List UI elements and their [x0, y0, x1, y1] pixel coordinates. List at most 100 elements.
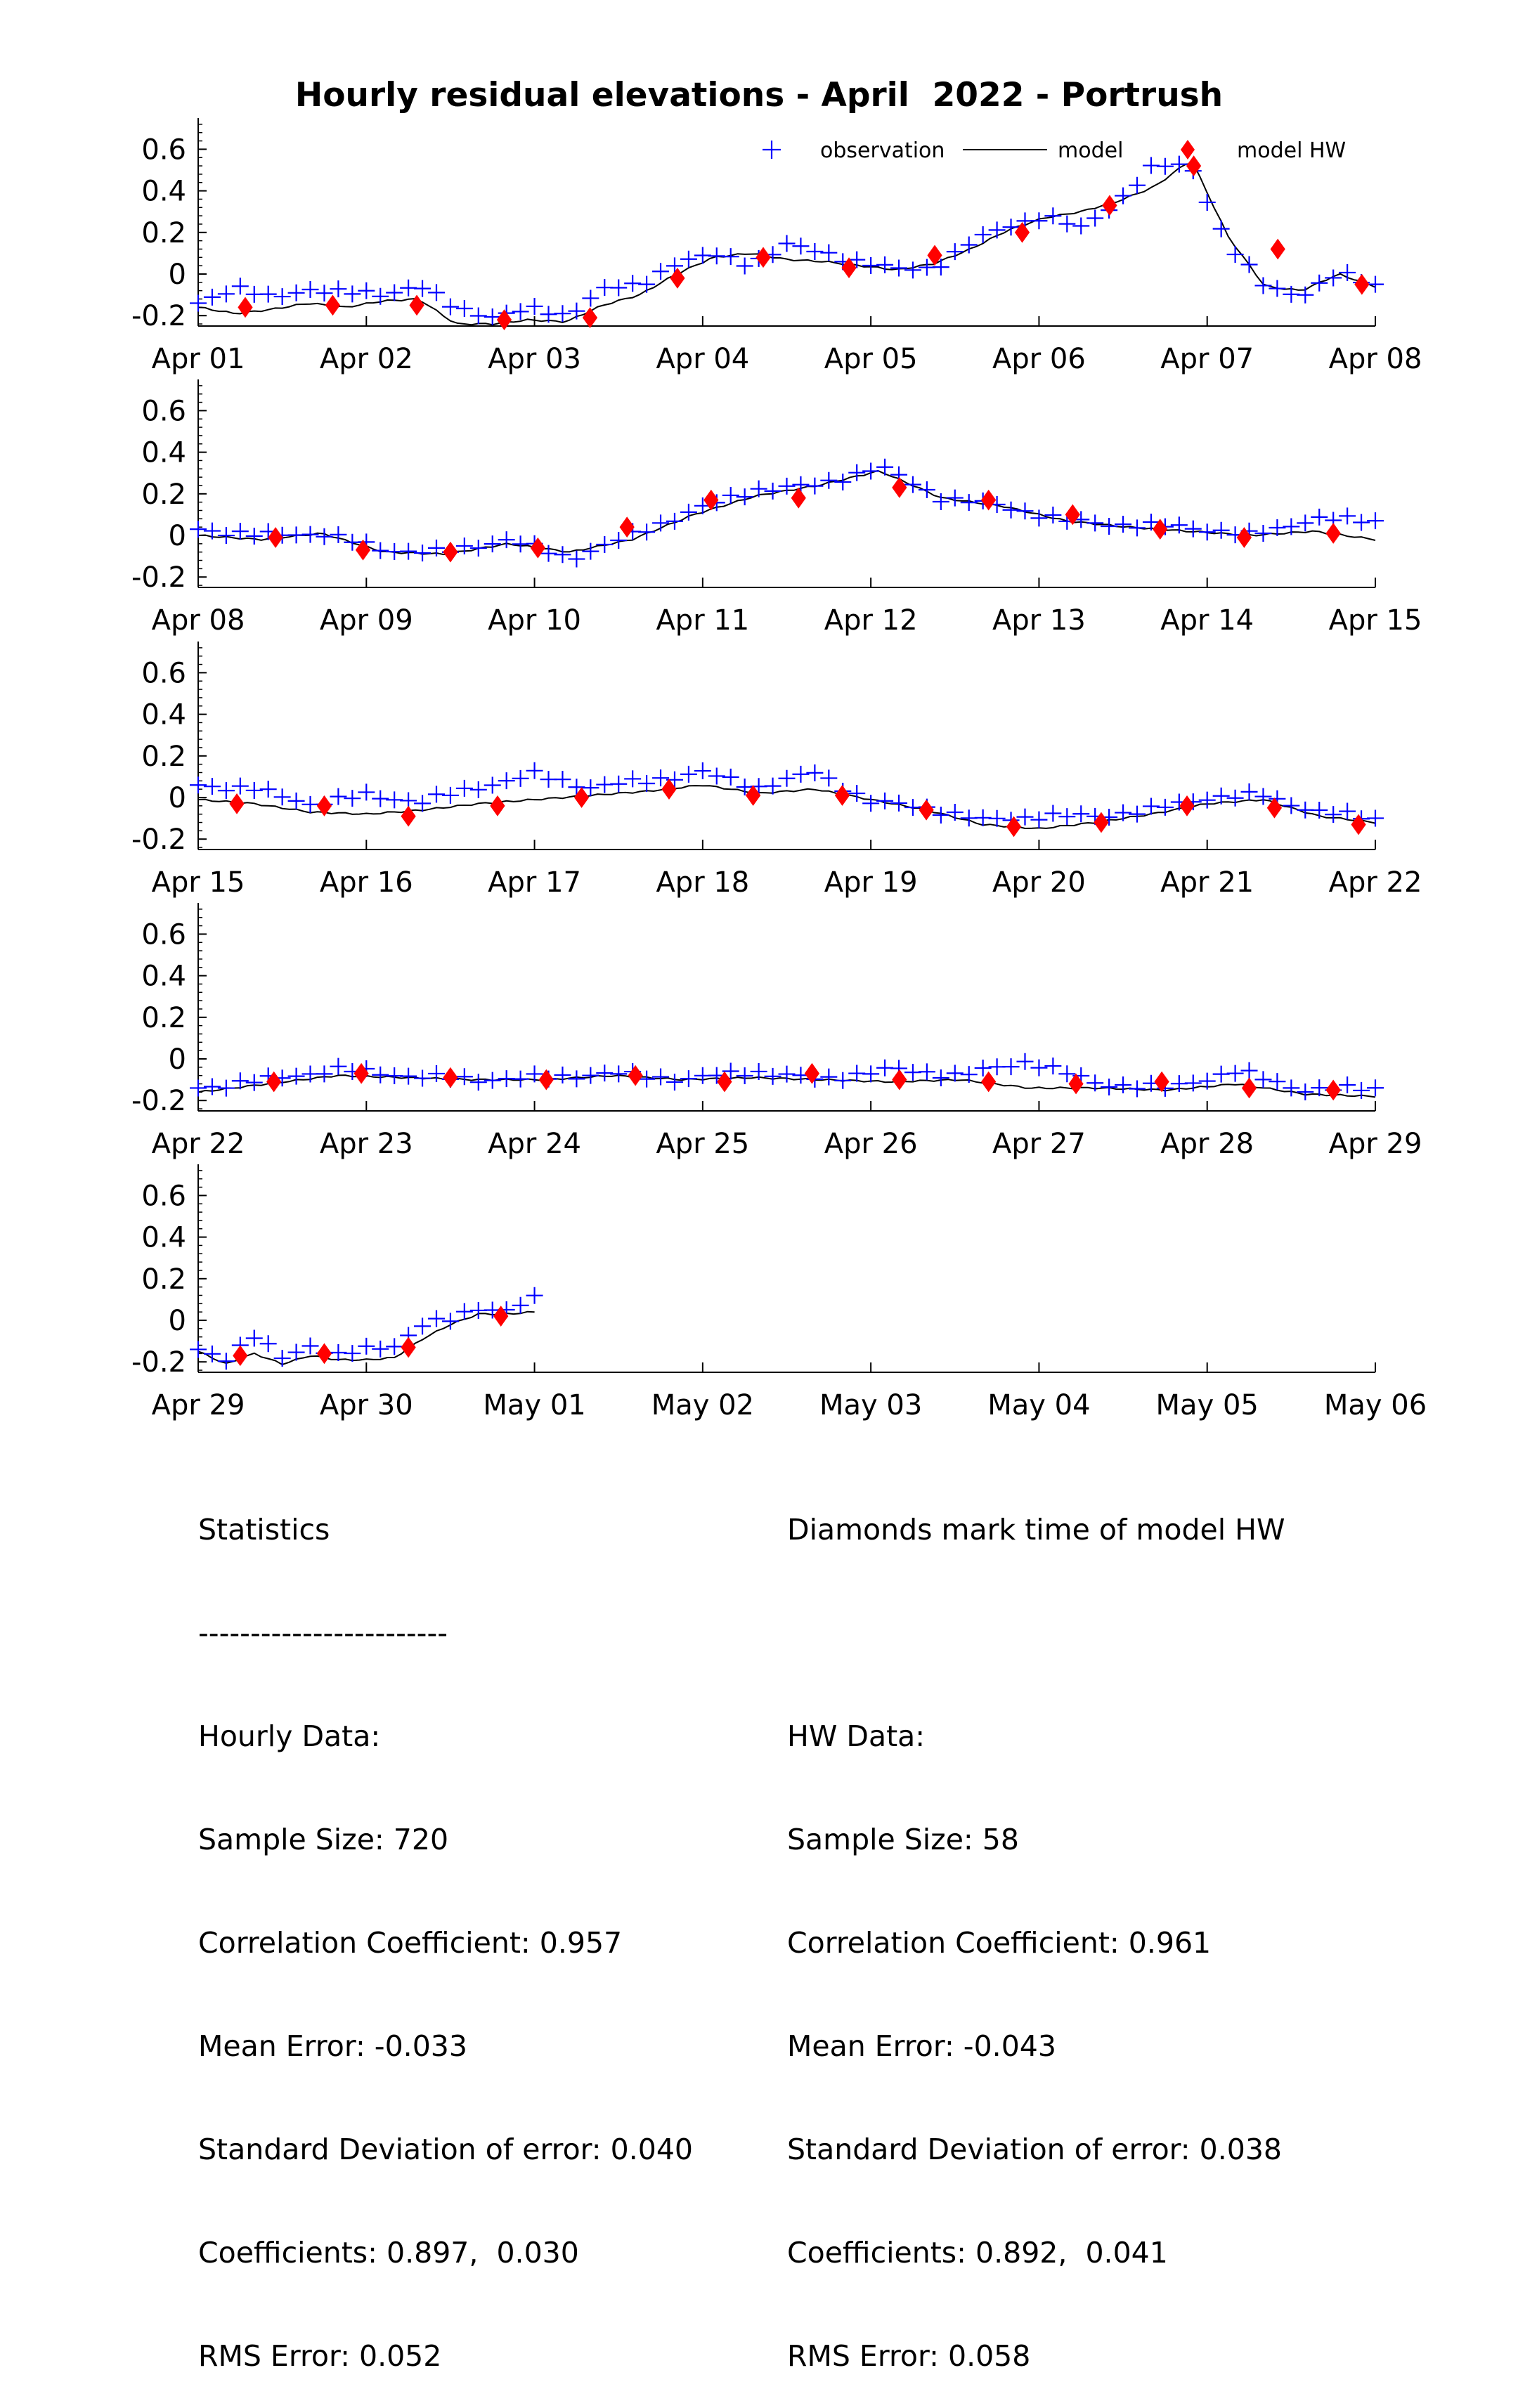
x-tick-label: Apr 17 [488, 866, 581, 899]
observation-point [203, 522, 221, 540]
hourly-statistics: Statistics ------------------------ Hour… [198, 1444, 693, 2408]
panel-5: -0.2 0 0.2 0.4 0.6 Apr 29 Apr 30 May 01 May 02 Ma… [131, 1164, 1427, 1421]
x-tick-label: Apr 10 [488, 604, 581, 637]
model-hw-diamond [1068, 1073, 1084, 1095]
observation-point [1212, 521, 1230, 539]
observation-point [1367, 809, 1384, 827]
model-hw-diamond [1325, 1079, 1341, 1101]
x-tick-label: Apr 11 [656, 604, 749, 637]
observation-point [1115, 1076, 1132, 1094]
observation-point [1101, 517, 1118, 535]
observation-point [1058, 215, 1076, 233]
observation-point [386, 791, 403, 809]
stats-line: ------------------------ [198, 1616, 448, 1650]
observation-point [386, 284, 403, 301]
observation-point [358, 1337, 375, 1355]
observation-point [946, 1065, 964, 1082]
observation-point [652, 514, 670, 532]
observation-point [708, 767, 725, 785]
observation-point [259, 285, 277, 303]
x-tick-label: May 05 [1156, 1389, 1259, 1421]
observation-point [652, 263, 670, 280]
observation-point [1240, 783, 1258, 800]
observation-point [1086, 1074, 1104, 1092]
observation-point [414, 545, 432, 562]
observation-point [834, 473, 852, 490]
y-tick-label: -0.2 [131, 561, 186, 594]
observation-point [974, 226, 992, 243]
observation-point [932, 1069, 949, 1087]
y-tick-label: 0.2 [141, 741, 186, 773]
stats-line: Coefficients: 0.892, 0.041 [787, 2236, 1168, 2270]
observation-point [1226, 789, 1244, 807]
observation-point [469, 540, 487, 557]
observation-point [680, 250, 697, 268]
observation-point [932, 807, 949, 824]
y-tick-label: 0.6 [141, 134, 186, 166]
x-tick-label: Apr 14 [1160, 604, 1254, 637]
legend-observation-marker [763, 141, 781, 159]
x-tick-label: Apr 20 [992, 866, 1086, 899]
observation-point [344, 285, 361, 303]
observation-point [455, 779, 473, 797]
model-hw-diamond [530, 537, 545, 559]
model-hw-diamond [401, 805, 416, 827]
model-hw-diamond [1153, 519, 1168, 540]
observation-point [287, 792, 305, 809]
model-hw-diamond [791, 487, 806, 509]
observation-point [1297, 514, 1314, 532]
observation-point [820, 471, 838, 489]
x-tick-label: Apr 25 [656, 1128, 749, 1160]
observation-point [231, 523, 249, 540]
model-hw-diamond [409, 294, 424, 316]
observation-point [582, 542, 599, 560]
observation-point [960, 236, 978, 254]
x-tick-label: Apr 22 [1329, 866, 1422, 899]
model-hw-diamond [496, 309, 512, 330]
model-hw-diamond [353, 1062, 369, 1084]
observation-point [1198, 1072, 1216, 1090]
observation-point [1283, 797, 1300, 814]
observation-point [330, 1057, 347, 1075]
model-hw-diamond [401, 1336, 416, 1358]
observation-point [301, 281, 319, 299]
observation-point [455, 299, 473, 317]
observation-point [427, 539, 445, 557]
y-tick-label: 0.6 [141, 657, 186, 689]
observation-point [1339, 1076, 1356, 1094]
hw-statistics: Diamonds mark time of model HW HW Data: … [787, 1444, 1285, 2408]
observation-point [190, 294, 207, 312]
observation-point [904, 476, 921, 493]
x-tick-label: Apr 29 [152, 1389, 245, 1421]
stats-line: Standard Deviation of error: 0.038 [787, 2133, 1283, 2166]
model-hw-diamond [490, 795, 505, 816]
observation-point [778, 235, 796, 252]
x-tick-label: Apr 15 [152, 866, 245, 899]
observation-point [344, 790, 361, 807]
model-hw-diamond [755, 247, 771, 268]
y-tick-label: 0 [169, 1043, 186, 1076]
observation-point [484, 776, 501, 794]
observation-point [638, 774, 656, 792]
y-tick-label: -0.2 [131, 1346, 186, 1379]
observation-point [1072, 217, 1090, 235]
x-tick-label: Apr 23 [320, 1128, 413, 1160]
observation-point [512, 1296, 529, 1314]
stats-line: Mean Error: -0.043 [787, 2029, 1056, 2063]
observation-point [245, 781, 263, 799]
observation-point [932, 493, 949, 510]
observation-point [512, 769, 529, 787]
observation-point [1115, 804, 1132, 821]
observation-point [722, 1062, 739, 1080]
observation-point [1101, 1079, 1118, 1095]
observation-point [988, 809, 1006, 827]
y-tick-label: -0.2 [131, 824, 186, 856]
observation-point [1212, 787, 1230, 805]
observation-point [1072, 805, 1090, 823]
observation-point [1016, 808, 1034, 826]
observation-point [890, 794, 908, 812]
model-hw-diamond [1351, 814, 1366, 835]
observation-point [862, 1065, 880, 1083]
model-hw-diamond [703, 489, 719, 511]
observation-point [792, 237, 810, 255]
